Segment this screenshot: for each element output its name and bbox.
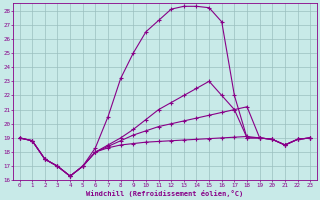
X-axis label: Windchill (Refroidissement éolien,°C): Windchill (Refroidissement éolien,°C) [86, 190, 244, 197]
